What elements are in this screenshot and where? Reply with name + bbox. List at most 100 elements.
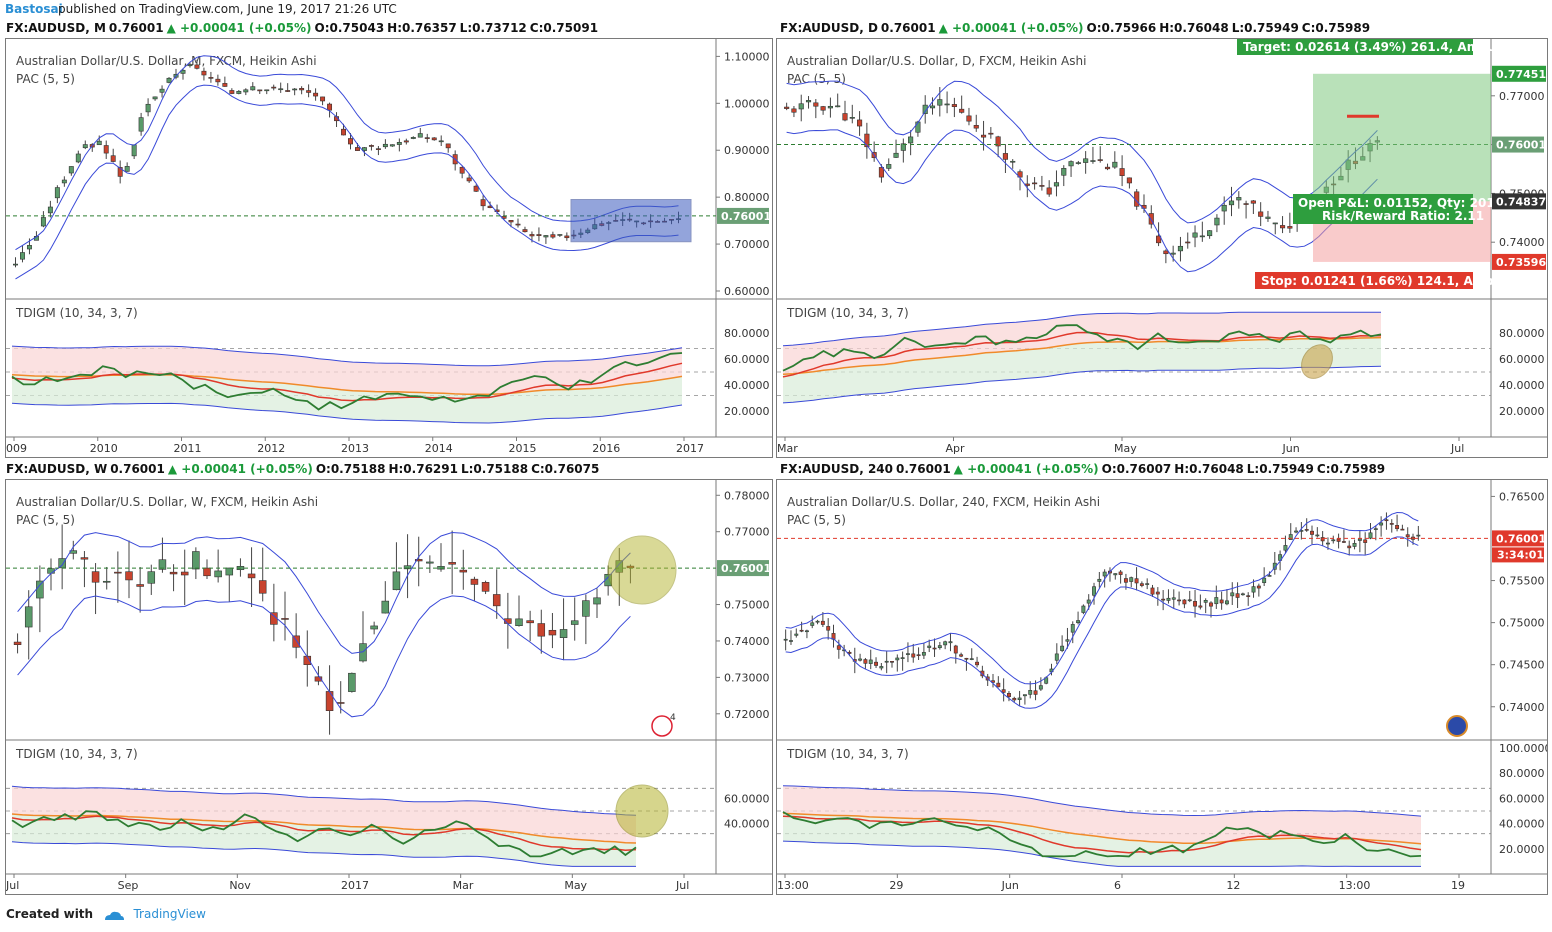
candle: [1224, 600, 1229, 605]
candle: [1061, 168, 1067, 176]
chart-h240[interactable]: Australian Dollar/U.S. Dollar, 240, FXCM…: [776, 479, 1548, 895]
price-label: 0.76001: [1496, 532, 1546, 545]
candle: [403, 565, 412, 570]
candle: [1352, 542, 1357, 547]
candle: [1053, 182, 1060, 187]
tdi-upper-band: [11, 785, 637, 816]
candle: [138, 117, 144, 132]
candle: [1171, 597, 1176, 600]
chart-weekly[interactable]: Australian Dollar/U.S. Dollar, W, FXCM, …: [5, 479, 773, 895]
candle: [281, 618, 289, 620]
candle: [96, 140, 102, 146]
tdi-tick-label: 20.0000: [1499, 843, 1545, 856]
candle: [784, 106, 790, 109]
candle: [466, 177, 472, 182]
price-change: ▲ +0.00041 (+0.05%): [953, 462, 1099, 476]
time-tick-label: Apr: [946, 442, 966, 455]
chart-monthly[interactable]: Australian Dollar/U.S. Dollar, M, FXCM, …: [5, 38, 773, 458]
candle: [459, 569, 468, 573]
candle: [336, 702, 345, 704]
tdi-highlight-ellipse: [1301, 344, 1333, 379]
stop-label-box: [1255, 272, 1473, 289]
candle: [114, 571, 122, 574]
footer: Created with TradingView: [6, 907, 206, 921]
candle: [1118, 571, 1123, 575]
publish-info: published on TradingView.com, June 19, 2…: [58, 2, 397, 16]
candle: [820, 620, 825, 625]
symbol[interactable]: FX:AUDUSD, W: [6, 462, 108, 476]
candle: [54, 187, 60, 199]
pnl-box: [1293, 194, 1473, 224]
candle: [1119, 168, 1125, 176]
candle: [820, 106, 826, 111]
candle: [1228, 200, 1235, 206]
candle: [1039, 185, 1045, 187]
price-label: 0.76001: [721, 562, 771, 575]
candle: [1379, 522, 1384, 526]
candle: [948, 641, 953, 644]
candle: [1170, 252, 1176, 255]
tdi-tick-label: 20.0000: [1499, 405, 1545, 418]
price-label-box: [717, 207, 769, 224]
candle: [1161, 598, 1166, 601]
candle: [1187, 599, 1192, 602]
candle: [47, 206, 53, 214]
candle: [858, 658, 863, 661]
candle: [1070, 624, 1075, 633]
candle: [1046, 187, 1052, 195]
tradingview-brand-link[interactable]: TradingView: [133, 907, 206, 921]
price-tick-label: 0.73000: [724, 671, 770, 684]
candle: [1246, 595, 1251, 597]
chart-daily[interactable]: Australian Dollar/U.S. Dollar, D, FXCM, …: [776, 38, 1548, 458]
author-link[interactable]: Bastosai: [5, 2, 63, 16]
candle: [564, 235, 570, 239]
tdi-tick-label: 60.0000: [1499, 353, 1545, 366]
tdi-tick-label: 40.0000: [724, 818, 770, 831]
ohlc-low: L:0.75949: [1231, 21, 1299, 35]
tdi-upper-band: [782, 785, 1422, 817]
chart-title: Australian Dollar/U.S. Dollar, W, FXCM, …: [16, 495, 318, 509]
symbol[interactable]: FX:AUDUSD, D: [780, 21, 878, 35]
candle: [1033, 690, 1038, 695]
last-price: 0.76001: [880, 21, 936, 35]
candle: [826, 626, 831, 631]
candle: [1112, 161, 1118, 168]
price-change: ▲ +0.00041 (+0.05%): [938, 21, 1084, 35]
time-tick-label: Mar: [777, 442, 798, 455]
price-tick-label: 0.75000: [724, 599, 770, 612]
candle: [868, 659, 873, 664]
tdi-rsi-line: [11, 810, 637, 858]
ohlc-open: O:0.75966: [1086, 21, 1157, 35]
candle: [1250, 200, 1256, 204]
pac-band-lower: [786, 129, 1378, 273]
au-flag-icon: [1446, 715, 1468, 737]
candle: [995, 136, 1001, 147]
candle: [470, 578, 479, 585]
candle: [929, 105, 936, 109]
symbol[interactable]: FX:AUDUSD, M: [6, 21, 106, 35]
candle: [980, 670, 985, 677]
candle: [492, 594, 501, 607]
candle: [794, 633, 799, 636]
tdi-lower-band: [782, 365, 1382, 404]
candle: [278, 88, 284, 91]
candle: [1155, 591, 1160, 595]
candle: [13, 641, 22, 645]
candle: [937, 645, 942, 649]
candle: [932, 647, 937, 650]
ohlc-low: L:0.73712: [459, 21, 527, 35]
symbol[interactable]: FX:AUDUSD, 240: [780, 462, 894, 476]
tradingview-cloud-icon: [103, 910, 125, 920]
candle: [1076, 620, 1081, 624]
candle: [325, 691, 334, 711]
time-tick-label: 2015: [509, 442, 537, 455]
candle: [403, 140, 409, 143]
tdi-signal-line: [11, 815, 637, 851]
candle: [1341, 541, 1346, 543]
price-tick-label: 0.74000: [724, 635, 770, 648]
candle: [201, 70, 207, 76]
price-tick-label: 1.10000: [724, 50, 770, 63]
candle: [26, 245, 32, 250]
candle: [836, 645, 841, 650]
chart-title: Australian Dollar/U.S. Dollar, M, FXCM, …: [16, 54, 317, 68]
